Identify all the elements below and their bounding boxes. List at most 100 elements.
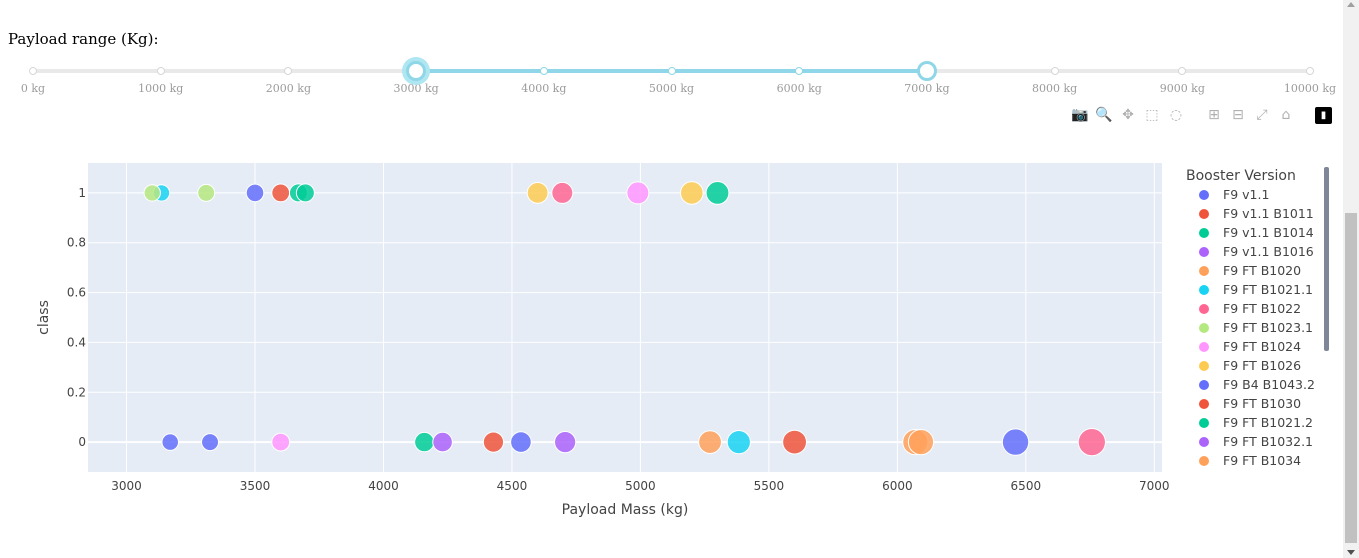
legend-item-label[interactable]: F9 FT B1030 <box>1223 396 1301 411</box>
legend-item-label[interactable]: F9 FT B1021.2 <box>1223 415 1313 430</box>
plotly-logo-icon[interactable]: ▮ <box>1315 106 1332 124</box>
zoom-in-icon[interactable]: ⊞ <box>1208 107 1220 123</box>
data-point <box>201 433 220 452</box>
slider-mark-dot[interactable] <box>667 67 676 75</box>
slider-mark-dot[interactable] <box>156 67 165 75</box>
slider-mark-dot[interactable] <box>539 67 548 75</box>
legend-item-label[interactable]: F9 B4 B1043.2 <box>1223 377 1315 392</box>
legend-marker[interactable] <box>1199 323 1209 333</box>
lasso-icon[interactable]: ◌ <box>1169 107 1183 123</box>
data-point <box>726 429 751 455</box>
slider-handle-high[interactable] <box>916 61 937 81</box>
data-point <box>554 430 577 454</box>
x-tick-label: 4500 <box>497 479 528 493</box>
reset-axes-icon[interactable]: ⌂ <box>1281 107 1291 123</box>
legend-item-label[interactable]: F9 v1.1 B1014 <box>1223 225 1314 240</box>
slider-mark-label[interactable]: 10000 kg <box>1283 82 1337 95</box>
legend-item-label[interactable]: F9 FT B1023.1 <box>1223 320 1313 335</box>
box-select-icon[interactable]: ⬚ <box>1145 107 1159 123</box>
data-point <box>1001 428 1030 456</box>
y-axis-label: class <box>36 300 52 335</box>
data-point <box>526 182 549 204</box>
slider-mark-label[interactable]: 7000 kg <box>904 82 950 95</box>
legend-scrollbar[interactable] <box>1324 167 1329 351</box>
legend-marker[interactable] <box>1199 418 1209 428</box>
camera-icon[interactable]: 📷 <box>1071 107 1089 123</box>
slider-mark-dot[interactable] <box>29 67 37 75</box>
data-point <box>1077 427 1106 457</box>
slider-mark-label[interactable]: 4000 kg <box>521 82 567 95</box>
legend-marker[interactable] <box>1199 209 1209 219</box>
legend-marker[interactable] <box>1199 190 1209 200</box>
zoom-out-icon[interactable]: ⊟ <box>1232 107 1244 123</box>
data-point <box>680 181 704 205</box>
autoscale-icon[interactable]: ⤢ <box>1256 107 1268 123</box>
legend-marker[interactable] <box>1199 399 1209 409</box>
data-point <box>271 432 291 452</box>
legend-item-label[interactable]: F9 v1.1 B1016 <box>1223 244 1314 259</box>
data-point <box>245 183 265 203</box>
data-point <box>143 184 161 202</box>
legend-marker[interactable] <box>1199 361 1209 371</box>
data-point <box>197 183 216 202</box>
legend-marker[interactable] <box>1199 285 1209 295</box>
y-tick-label: 0.4 <box>67 335 86 349</box>
data-point <box>907 428 935 456</box>
zoom-icon[interactable]: 🔍 <box>1095 107 1113 123</box>
legend-item-label[interactable]: F9 FT B1022 <box>1223 301 1301 316</box>
x-tick-label: 4000 <box>368 479 399 493</box>
data-point <box>161 433 180 451</box>
scroll-up-arrow-icon[interactable] <box>1347 2 1355 7</box>
legend-marker[interactable] <box>1199 437 1209 447</box>
legend-item-label[interactable]: F9 FT B1021.1 <box>1223 282 1313 297</box>
legend-item-label[interactable]: F9 v1.1 B1011 <box>1223 206 1314 221</box>
slider-mark-dot[interactable] <box>284 67 293 75</box>
scatter-chart: 3000 3500 4000 4500 5000 5500 6000 6500 7000 0 0.2… <box>36 163 1329 518</box>
x-axis-label: Payload Mass (kg) <box>562 502 689 518</box>
y-tick-label: 0.2 <box>67 385 86 399</box>
payload-range-slider[interactable]: 0 kg 1000 kg 2000 kg 3000 kg 4000 kg 5000 kg 6… <box>0 55 1340 105</box>
x-tick-label: 5500 <box>754 479 785 493</box>
legend-marker[interactable] <box>1199 228 1209 238</box>
slider-mark-dot[interactable] <box>1050 67 1059 75</box>
data-point <box>510 431 532 453</box>
slider-mark-label[interactable]: 9000 kg <box>1159 82 1205 95</box>
page-scrollbar[interactable] <box>1343 0 1359 558</box>
pan-icon[interactable]: ✥ <box>1122 107 1134 123</box>
slider-mark-label[interactable]: 6000 kg <box>776 82 822 95</box>
legend-item-label[interactable]: F9 FT B1024 <box>1223 339 1301 354</box>
payload-range-label: Payload range (Kg): <box>8 30 159 48</box>
slider-mark-dot[interactable] <box>1306 67 1314 75</box>
slider-handle-low[interactable] <box>406 61 427 81</box>
legend-item-label[interactable]: F9 FT B1032.1 <box>1223 434 1313 449</box>
slider-mark-label[interactable]: 0 kg <box>20 82 46 95</box>
slider-mark-label[interactable]: 2000 kg <box>265 82 311 95</box>
slider-mark-label[interactable]: 3000 kg <box>393 82 439 95</box>
legend-marker[interactable] <box>1199 304 1209 314</box>
legend-marker[interactable] <box>1199 456 1209 466</box>
slider-mark-label[interactable]: 8000 kg <box>1031 82 1078 95</box>
slider-mark-label[interactable]: 5000 kg <box>648 82 695 95</box>
scroll-down-arrow-icon[interactable] <box>1347 550 1355 555</box>
legend-title: Booster Version <box>1186 168 1296 184</box>
x-tick-label: 6000 <box>882 479 913 493</box>
y-tick-label: 1 <box>78 186 86 200</box>
y-tick-label: 0.6 <box>67 286 86 300</box>
legend-item-label[interactable]: F9 FT B1034 <box>1223 453 1301 468</box>
legend-item-label[interactable]: F9 FT B1020 <box>1223 263 1301 278</box>
slider-mark-label[interactable]: 1000 kg <box>138 82 184 95</box>
data-point <box>551 181 574 204</box>
legend-marker[interactable] <box>1199 266 1209 276</box>
data-point <box>698 430 722 454</box>
legend-item-label[interactable]: F9 FT B1026 <box>1223 358 1301 373</box>
legend-marker[interactable] <box>1199 342 1209 352</box>
data-point <box>271 183 291 203</box>
legend-item-label[interactable]: F9 v1.1 <box>1223 187 1269 202</box>
legend-marker[interactable] <box>1199 380 1209 390</box>
legend-marker[interactable] <box>1199 247 1209 257</box>
slider-mark-dot[interactable] <box>795 67 804 75</box>
scrollbar-thumb[interactable] <box>1345 213 1357 543</box>
plot-background <box>88 163 1162 472</box>
x-tick-label: 7000 <box>1139 479 1170 493</box>
slider-mark-dot[interactable] <box>1178 67 1187 75</box>
